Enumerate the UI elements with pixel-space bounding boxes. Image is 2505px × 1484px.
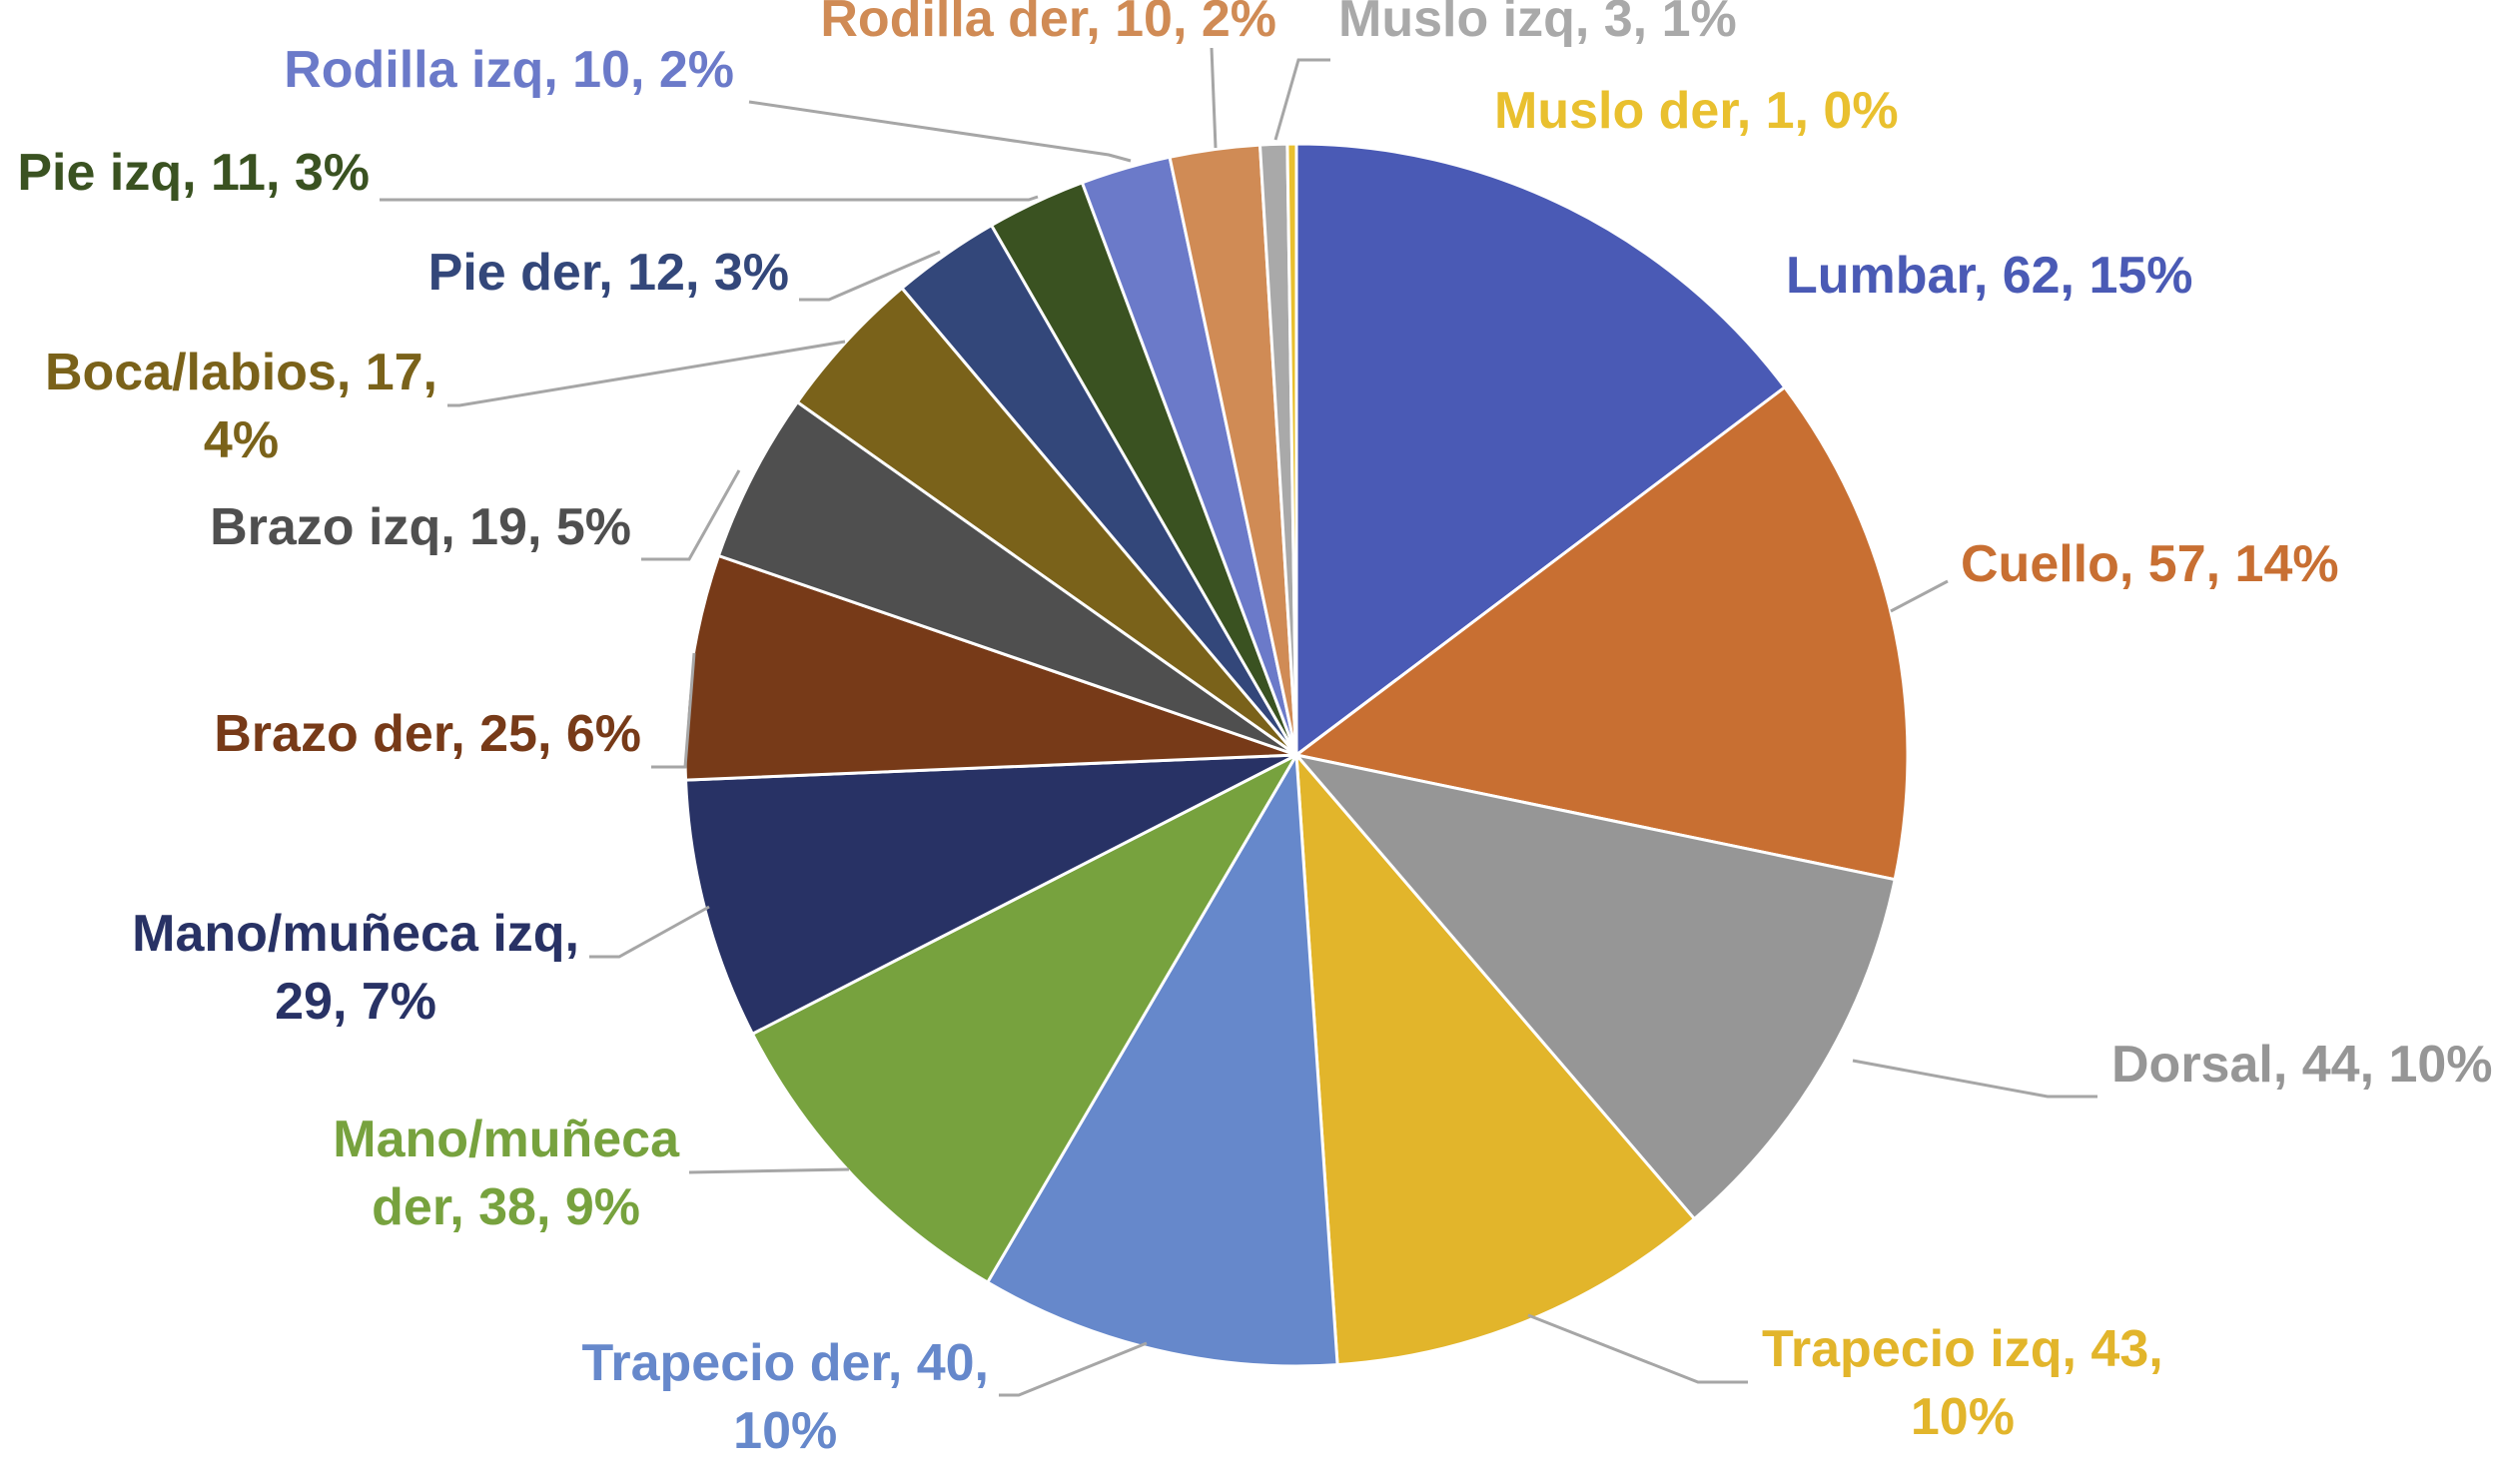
leader-line-trapecio-der bbox=[999, 1341, 1148, 1397]
data-labels-layer: Lumbar, 62, 15% Cuello, 57, 14% Dorsal, 44… bbox=[17, 0, 2492, 1460]
leader-lines-layer bbox=[380, 47, 2097, 1397]
data-label-brazo-der: Brazo der, 25, 6% bbox=[214, 705, 641, 763]
leader-line-brazo-izq bbox=[641, 469, 741, 561]
data-label-trapecio-izq: Trapecio izq, 43, 10% bbox=[1762, 1320, 2163, 1446]
data-label-pie-der: Pie der, 12, 3% bbox=[428, 244, 789, 302]
leader-line-cuello bbox=[1890, 579, 1949, 613]
leader-line-dorsal bbox=[1852, 1059, 2097, 1099]
pie-slice-trapecio-izq bbox=[1294, 753, 1696, 1367]
data-label-rodilla-izq: Rodilla izq, 10, 2% bbox=[284, 41, 734, 99]
data-label-line: 4% bbox=[204, 411, 279, 469]
leader-line-mano-muneca-izq bbox=[589, 905, 710, 959]
leader-line-muslo-izq bbox=[1273, 58, 1330, 141]
data-label-brazo-izq: Brazo izq, 19, 5% bbox=[210, 498, 631, 556]
data-label-cuello: Cuello, 57, 14% bbox=[1961, 535, 2339, 593]
data-label-muslo-izq: Muslo izq, 3, 1% bbox=[1338, 0, 1737, 48]
data-label-line: 29, 7% bbox=[275, 973, 436, 1031]
data-label-line: 10% bbox=[733, 1402, 837, 1460]
pie-slice-muslo-der bbox=[1285, 142, 1298, 757]
data-label-line: der, 38, 9% bbox=[372, 1178, 640, 1236]
leader-line-rodilla-der bbox=[1210, 47, 1218, 149]
leader-line-brazo-der bbox=[651, 652, 696, 769]
leader-line-trapecio-izq bbox=[1527, 1313, 1748, 1384]
leader-line-pie-der bbox=[799, 250, 941, 302]
pie-slice-mano-muneca-der bbox=[750, 753, 1298, 1284]
leader-line-rodilla-izq bbox=[748, 100, 1132, 163]
data-label-pie-izq: Pie izq, 11, 3% bbox=[17, 144, 370, 202]
data-label-mano-muneca-izq: Mano/muñeca izq, 29, 7% bbox=[132, 905, 579, 1031]
leader-line-mano-muneca-der bbox=[688, 1167, 850, 1174]
pie-slice-dorsal bbox=[1294, 753, 1897, 1221]
pie-slice-trapecio-der bbox=[986, 753, 1339, 1368]
pie-slice-lumbar bbox=[1294, 142, 1787, 757]
leader-line-boca-labios bbox=[447, 340, 846, 407]
data-label-line: 10% bbox=[1911, 1388, 2015, 1446]
data-label-mano-muneca-der: Mano/muñeca der, 38, 9% bbox=[333, 1111, 680, 1236]
data-label-trapecio-der: Trapecio der, 40, 10% bbox=[581, 1334, 989, 1460]
data-label-lumbar: Lumbar, 62, 15% bbox=[1786, 247, 2193, 305]
pie-slice-mano-muneca-izq bbox=[684, 753, 1298, 1036]
data-label-dorsal: Dorsal, 44, 10% bbox=[2111, 1036, 2493, 1094]
data-label-muslo-der: Muslo der, 1, 0% bbox=[1494, 82, 1899, 140]
leader-line-pie-izq bbox=[380, 195, 1039, 202]
pie-slice-brazo-izq bbox=[716, 400, 1298, 757]
slices-layer bbox=[683, 142, 1910, 1368]
data-label-rodilla-der: Rodilla der, 10, 2% bbox=[820, 0, 1276, 48]
data-label-boca-labios: Boca/labios, 17, 4% bbox=[45, 344, 437, 469]
pie-slice-cuello bbox=[1294, 385, 1910, 882]
